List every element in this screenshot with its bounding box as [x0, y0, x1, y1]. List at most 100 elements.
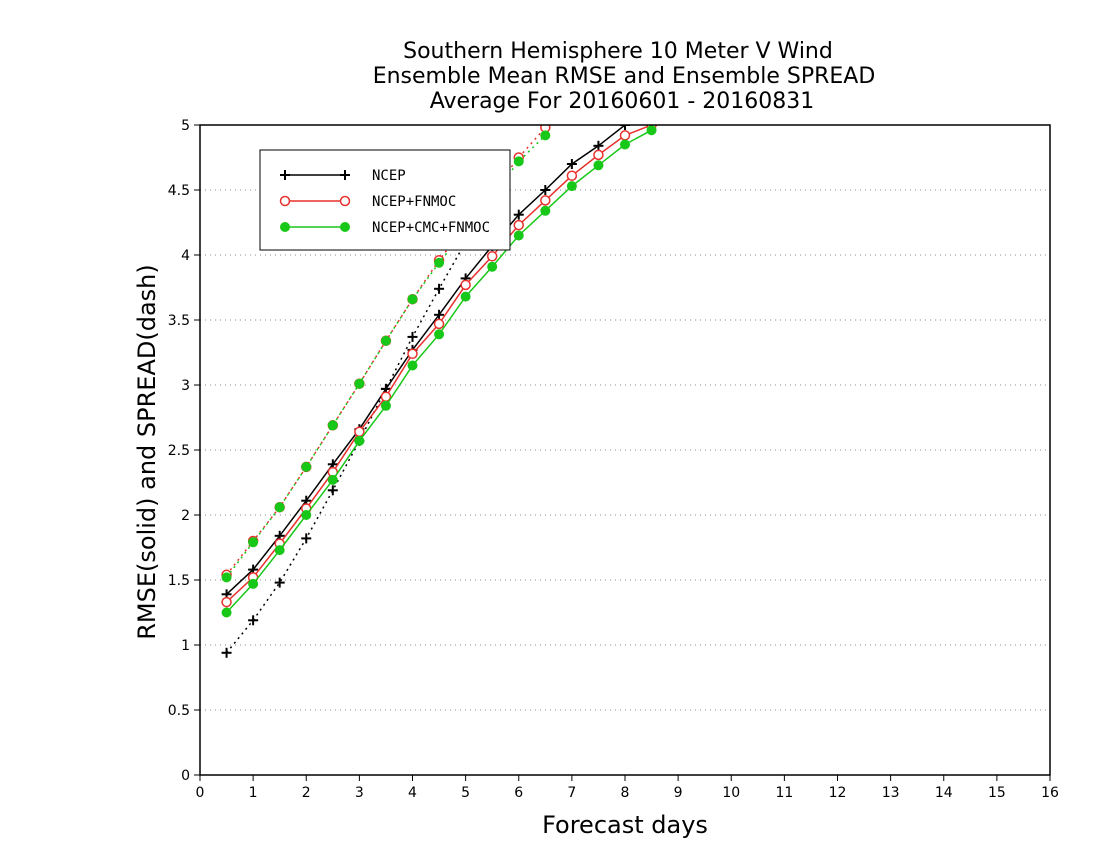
- ncep-cmc-fnmoc-rmse-point: [354, 435, 365, 446]
- legend-marker-ncep: [280, 170, 290, 180]
- ncep-fnmoc-rmse-point: [433, 318, 445, 330]
- x-tick-label: 8: [621, 785, 630, 801]
- ncep-spread-point: [248, 615, 259, 626]
- ncep-spread-point: [327, 485, 338, 496]
- y-tick-label: 5: [181, 118, 190, 134]
- ncep-rmse-point: [513, 209, 524, 220]
- ncep-cmc-fnmoc-spread-point: [540, 130, 551, 141]
- ncep-rmse-line: [226, 125, 626, 595]
- ncep-cmc-fnmoc-rmse-point: [513, 230, 524, 241]
- ncep-fnmoc-rmse-point: [540, 195, 551, 206]
- ncep-spread-point: [274, 577, 285, 588]
- legend-marker-ncep-fnmoc: [339, 195, 351, 207]
- ncep-cmc-fnmoc-rmse-point: [434, 329, 445, 340]
- ncep-cmc-fnmoc-rmse-point: [221, 607, 232, 618]
- ncep-fnmoc-rmse-point: [513, 219, 524, 231]
- y-tick-label: 3.5: [168, 313, 190, 329]
- x-tick-label: 6: [514, 785, 523, 801]
- chart-title-line-2: Ensemble Mean RMSE and Ensemble SPREAD: [373, 64, 876, 89]
- x-tick-label: 5: [461, 785, 470, 801]
- x-tick-label: 4: [408, 785, 417, 801]
- y-tick-label: 4.5: [168, 183, 190, 199]
- ncep-spread-point: [407, 331, 418, 342]
- y-tick-label: 1: [181, 638, 190, 654]
- x-tick-label: 16: [1041, 785, 1059, 801]
- x-tick-label: 1: [249, 785, 258, 801]
- y-tick-label: 0.5: [168, 703, 190, 719]
- ncep-cmc-fnmoc-spread-point: [434, 257, 445, 268]
- ncep-fnmoc-rmse-point: [460, 279, 471, 291]
- legend: NCEP NCEP+FNMOC NCEP+CMC+FNMOC: [259, 149, 511, 251]
- ncep-fnmoc-rmse-point: [407, 348, 418, 360]
- x-tick-label: 12: [829, 785, 847, 801]
- legend-marker-ncep-cmc-fnmoc: [280, 222, 290, 232]
- legend-label-ncep-fnmoc: NCEP+FNMOC: [372, 194, 456, 210]
- x-tick-label: 2: [302, 785, 311, 801]
- ncep-cmc-fnmoc-rmse-point: [646, 125, 657, 136]
- ncep-cmc-fnmoc-spread-point: [354, 378, 365, 389]
- ncep-cmc-fnmoc-spread-point: [513, 156, 524, 167]
- legend-label-ncep-cmc-fnmoc: NCEP+CMC+FNMOC: [372, 220, 490, 236]
- y-axis-label: RMSE(solid) and SPREAD(dash): [133, 264, 161, 640]
- x-tick-label: 7: [567, 785, 576, 801]
- ncep-cmc-fnmoc-rmse-point: [460, 291, 471, 302]
- ncep-spread-point: [221, 647, 232, 658]
- ncep-rmse-point: [620, 125, 630, 130]
- legend-box: [259, 149, 511, 251]
- ncep-cmc-fnmoc-rmse-point: [301, 510, 312, 520]
- ncep-fnmoc-rmse-point: [221, 596, 232, 608]
- y-tick-label: 0: [181, 768, 190, 784]
- ncep-spread-line: [225, 241, 467, 654]
- chart-title-line-3: Average For 20160601 - 20160831: [430, 89, 815, 114]
- y-tick-label: 2: [181, 508, 190, 524]
- ncep-cmc-fnmoc-spread-point: [248, 537, 259, 548]
- x-tick-label: 14: [935, 785, 953, 801]
- ncep-cmc-fnmoc-spread-point: [380, 335, 391, 346]
- ncep-fnmoc-rmse-point: [486, 251, 498, 262]
- ncep-fnmoc-rmse-point: [354, 426, 365, 438]
- ncep-cmc-fnmoc-rmse-point: [566, 181, 577, 192]
- gridlines: [200, 189, 1050, 711]
- ncep-cmc-fnmoc-spread-point: [274, 502, 285, 513]
- ncep-cmc-fnmoc-rmse-point: [327, 474, 338, 485]
- ncep-cmc-fnmoc-rmse-point: [248, 578, 259, 589]
- ncep-cmc-fnmoc-rmse-point: [407, 360, 418, 371]
- x-tick-label: 0: [196, 785, 205, 801]
- x-tick-label: 9: [674, 785, 683, 801]
- legend-marker-ncep-cmc-fnmoc: [340, 222, 350, 232]
- ncep-rmse-point: [434, 309, 445, 320]
- ncep-spread-point: [301, 533, 312, 544]
- ncep-cmc-fnmoc-spread-point: [221, 572, 232, 583]
- legend-marker-ncep: [340, 170, 350, 180]
- ncep-fnmoc-rmse-point: [566, 170, 578, 181]
- ncep-rmse-point: [540, 185, 551, 195]
- y-tick-label: 3: [181, 378, 190, 394]
- y-tick-label: 1.5: [168, 573, 190, 589]
- ncep-cmc-fnmoc-spread-point: [301, 461, 312, 472]
- legend-label-ncep: NCEP: [372, 168, 406, 184]
- ncep-cmc-fnmoc-rmse-point: [380, 400, 391, 411]
- ncep-cmc-fnmoc-rmse-point: [274, 545, 285, 556]
- ncep-fnmoc-rmse-point: [619, 130, 631, 141]
- ncep-cmc-fnmoc-rmse-point: [593, 160, 604, 171]
- x-tick-label: 13: [882, 785, 900, 801]
- ncep-fnmoc-rmse-point: [593, 149, 604, 161]
- ncep-cmc-fnmoc-rmse-point: [540, 205, 551, 216]
- y-tick-label: 2.5: [168, 443, 190, 459]
- ncep-cmc-fnmoc-rmse-point: [620, 139, 630, 150]
- y-tick-label: 4: [181, 248, 190, 264]
- ncep-rmse-point: [593, 140, 604, 151]
- axis-ticks: 00.511.522.533.544.550 1 2 3 4 5 6 7 8 9 10 11 12 13 1…: [168, 118, 1059, 801]
- x-tick-label: 10: [722, 785, 740, 801]
- ncep-rmse-point: [566, 159, 577, 169]
- x-tick-label: 3: [355, 785, 364, 801]
- x-axis-label: Forecast days: [542, 811, 708, 839]
- ncep-cmc-fnmoc-rmse-point: [487, 261, 498, 272]
- chart-title-line-1: Southern Hemisphere 10 Meter V Wind: [403, 39, 833, 64]
- ncep-cmc-fnmoc-spread-point: [327, 420, 338, 431]
- x-tick-label: 11: [775, 785, 793, 801]
- ncep-spread-point: [434, 283, 445, 294]
- x-tick-label: 15: [988, 785, 1006, 801]
- ncep-cmc-fnmoc-spread-point: [407, 294, 418, 305]
